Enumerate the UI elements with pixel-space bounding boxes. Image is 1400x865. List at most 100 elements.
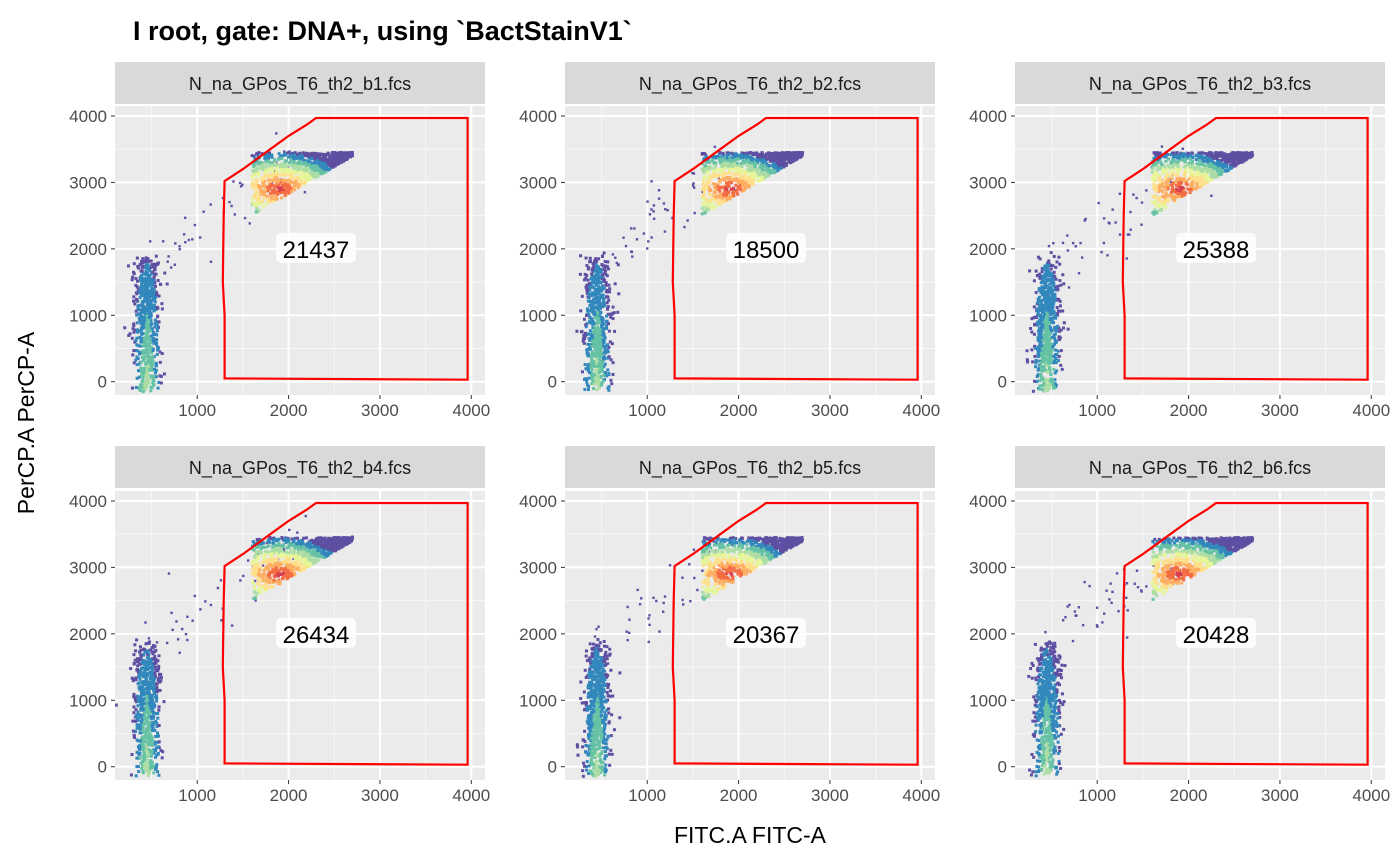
event-point <box>322 155 326 159</box>
event-point <box>136 328 140 332</box>
event-point <box>287 188 291 192</box>
event-point <box>257 151 261 155</box>
event-point <box>1239 151 1243 155</box>
event-point <box>762 169 766 173</box>
event-point <box>155 293 159 297</box>
event-point <box>1140 201 1144 204</box>
event-point <box>151 381 155 385</box>
event-point <box>775 162 779 166</box>
event-point <box>151 292 155 296</box>
event-point <box>1203 177 1207 181</box>
event-point <box>1215 157 1219 161</box>
event-point <box>144 297 148 301</box>
event-point <box>1168 193 1172 197</box>
event-point <box>1241 158 1245 162</box>
event-point <box>603 267 607 271</box>
event-point <box>718 161 722 165</box>
event-point <box>605 324 609 328</box>
event-point <box>306 160 310 164</box>
event-point <box>1054 316 1058 320</box>
event-point <box>137 362 141 366</box>
event-point <box>313 154 317 158</box>
event-point <box>294 162 298 166</box>
event-point <box>609 378 613 382</box>
event-point <box>277 186 281 190</box>
event-point <box>601 354 605 358</box>
event-point <box>1052 354 1056 358</box>
event-point <box>1179 151 1183 155</box>
event-point <box>162 372 166 376</box>
event-point <box>610 312 614 316</box>
event-point <box>747 178 751 182</box>
event-point <box>596 361 600 365</box>
event-point <box>600 381 604 385</box>
event-point <box>149 240 152 243</box>
event-point <box>1054 383 1058 387</box>
event-point <box>318 156 322 160</box>
event-point <box>1039 300 1043 304</box>
event-point <box>593 312 597 316</box>
event-point <box>1212 155 1216 159</box>
event-point <box>138 369 142 373</box>
event-point <box>1044 328 1048 332</box>
event-point <box>704 153 708 157</box>
event-point <box>144 322 148 326</box>
event-point <box>1052 284 1056 288</box>
event-point <box>1053 336 1057 340</box>
event-point <box>738 182 742 186</box>
event-point <box>1052 333 1056 337</box>
event-point <box>315 152 319 156</box>
event-point <box>1034 291 1038 295</box>
event-point <box>147 316 151 320</box>
event-point <box>154 368 158 372</box>
event-point <box>148 269 152 273</box>
event-point <box>140 303 144 307</box>
event-point <box>1040 384 1044 388</box>
event-point <box>585 287 589 291</box>
event-point <box>1185 179 1189 183</box>
event-point <box>270 176 274 180</box>
event-point <box>594 277 598 281</box>
event-point <box>1210 170 1214 174</box>
event-point <box>268 199 272 203</box>
event-point <box>1041 275 1045 279</box>
event-point <box>598 267 602 271</box>
event-point <box>1037 367 1041 371</box>
event-point <box>1184 191 1188 195</box>
event-point <box>150 350 154 354</box>
event-point <box>707 181 711 185</box>
event-point <box>749 178 753 182</box>
event-point <box>293 151 297 155</box>
event-point <box>341 153 345 157</box>
event-point <box>1163 155 1167 159</box>
event-point <box>146 302 150 306</box>
x-tick-label: 4000 <box>902 401 940 420</box>
event-point <box>1209 168 1213 172</box>
event-point <box>1036 338 1040 342</box>
event-point <box>1054 357 1058 361</box>
event-point <box>1154 204 1158 208</box>
event-point <box>610 342 614 346</box>
event-point <box>714 169 718 173</box>
event-point <box>1184 164 1188 168</box>
event-point <box>1044 281 1048 285</box>
event-point <box>1046 268 1050 272</box>
event-point <box>150 375 154 379</box>
event-point <box>592 344 596 348</box>
event-point <box>590 291 594 295</box>
event-point <box>149 322 153 326</box>
event-point <box>1161 194 1165 198</box>
event-point <box>1038 322 1042 326</box>
event-point <box>602 338 606 342</box>
event-point <box>707 192 711 196</box>
event-point <box>630 250 633 253</box>
event-point <box>1219 166 1223 170</box>
event-point <box>1222 156 1226 160</box>
event-point <box>1046 332 1050 336</box>
event-point <box>269 184 273 188</box>
event-point <box>1213 156 1217 160</box>
event-point <box>1189 171 1193 175</box>
event-point <box>1042 381 1046 385</box>
event-point <box>149 266 153 269</box>
event-point <box>596 325 600 329</box>
